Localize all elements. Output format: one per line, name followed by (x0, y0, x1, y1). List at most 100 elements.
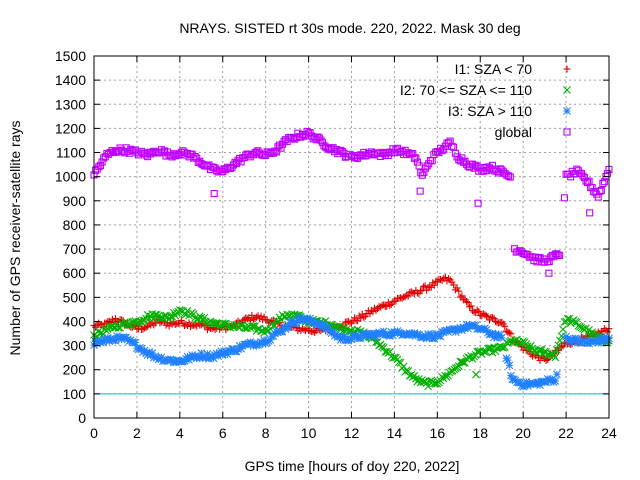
data-point (240, 323, 249, 332)
data-point (459, 358, 468, 367)
data-point (421, 282, 429, 290)
legend-label: global (495, 124, 532, 140)
data-point (462, 298, 470, 306)
data-point (437, 276, 445, 284)
data-point (407, 288, 415, 296)
y-tick-label: 700 (63, 241, 87, 257)
data-point (498, 318, 506, 326)
y-axis-label: Number of GPS receiver-satellite rays (7, 121, 23, 356)
data-point (503, 356, 512, 365)
data-point (142, 323, 150, 331)
data-point (404, 367, 413, 375)
data-point (413, 158, 422, 166)
legend: I1: SZA < 70 I2: 70 <= SZA <= 110 I3: SZA … (400, 61, 571, 140)
y-tick-label: 100 (63, 386, 87, 402)
data-point (504, 328, 512, 336)
y-tick-label: 1300 (55, 96, 86, 112)
outlier-point (416, 187, 424, 195)
data-point (451, 149, 459, 157)
y-tick-label: 1500 (55, 48, 86, 64)
data-point (272, 148, 280, 156)
data-point (497, 333, 506, 342)
data-point (458, 292, 466, 300)
data-point (551, 377, 560, 385)
x-tick-label: 8 (262, 425, 270, 441)
y-tick-label: 1200 (55, 120, 86, 136)
data-point (599, 180, 607, 188)
data-point (430, 281, 438, 289)
data-point (187, 323, 195, 331)
data-point (506, 173, 514, 181)
outlier-point (586, 209, 594, 217)
x-tick-label: 4 (176, 425, 184, 441)
outlier-point (472, 370, 480, 379)
legend-marker (563, 86, 571, 94)
data-point (552, 346, 561, 354)
data-point (466, 303, 474, 311)
x-tick-label: 2 (133, 425, 141, 441)
data-point (357, 314, 365, 322)
data-point (412, 154, 420, 162)
axis-ticks: 0100200300400500600700800900100011001200… (55, 48, 617, 441)
y-tick-label: 1000 (55, 169, 86, 185)
legend-label: I2: 70 <= SZA <= 110 (400, 82, 532, 98)
x-tick-label: 18 (472, 425, 488, 441)
y-tick-label: 900 (63, 193, 87, 209)
data-point (332, 322, 341, 331)
data-point (602, 326, 610, 334)
data-point (360, 313, 368, 321)
series-2 (90, 313, 613, 391)
data-point (374, 304, 382, 312)
data-point (388, 354, 397, 362)
y-tick-label: 600 (63, 265, 87, 281)
data-point (171, 320, 179, 328)
data-point (300, 326, 308, 334)
y-tick-label: 300 (63, 338, 87, 354)
y-tick-label: 500 (63, 289, 87, 305)
data-point (501, 322, 509, 330)
data-point (257, 312, 265, 320)
data-point (182, 321, 190, 329)
data-point (492, 318, 500, 326)
y-tick-label: 400 (63, 313, 87, 329)
data-point (489, 314, 497, 322)
data-point (338, 327, 347, 336)
data-point (484, 313, 492, 321)
data-point (556, 251, 564, 260)
data-point (556, 336, 564, 345)
data-point (379, 343, 388, 352)
data-point (177, 316, 185, 324)
data-point (386, 302, 394, 310)
data-point (479, 347, 488, 356)
data-point (141, 324, 149, 332)
y-tick-label: 800 (63, 217, 87, 233)
data-point (420, 283, 428, 291)
data-point (252, 313, 260, 321)
legend-label: I3: SZA > 110 (448, 103, 532, 119)
legend-label: I1: SZA < 70 (455, 61, 533, 77)
data-point (536, 345, 544, 354)
x-axis-label: GPS time [hours of doy 220, 2022] (245, 458, 460, 474)
data-point (385, 347, 394, 356)
x-tick-label: 22 (558, 425, 574, 441)
data-point (473, 306, 481, 314)
data-point (540, 347, 549, 356)
y-tick-label: 1100 (56, 145, 86, 161)
data-point (404, 292, 412, 300)
x-tick-label: 10 (301, 425, 317, 441)
x-tick-label: 14 (387, 425, 403, 441)
x-tick-label: 20 (515, 425, 531, 441)
data-point (467, 302, 475, 310)
x-tick-label: 16 (430, 425, 446, 441)
data-point (166, 312, 175, 321)
data-point (306, 327, 314, 335)
data-point (134, 318, 143, 326)
series-3 (90, 127, 613, 266)
data-point (559, 325, 567, 334)
data-point (490, 314, 498, 322)
data-point (453, 284, 461, 292)
data-point (378, 301, 386, 309)
data-point (211, 319, 219, 328)
data-point (415, 162, 423, 170)
